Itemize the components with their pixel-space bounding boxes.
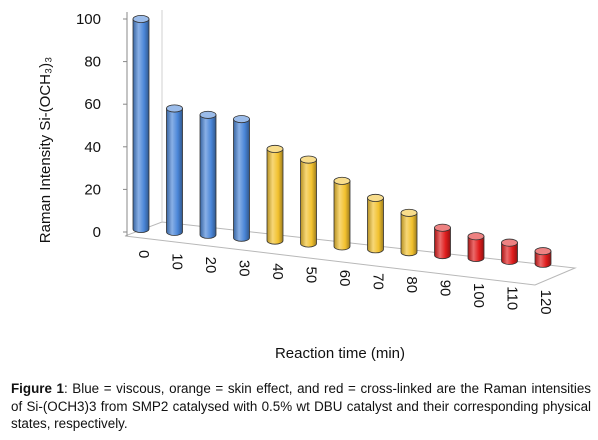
- bar-80: [400, 208, 418, 257]
- x-tick-label: 50: [303, 267, 320, 284]
- bar-body: [501, 242, 518, 265]
- bar-body: [434, 227, 451, 260]
- y-tick-label: 0: [93, 224, 101, 241]
- bar-top: [434, 223, 451, 232]
- bar-body: [199, 114, 217, 239]
- bar-50: [300, 155, 317, 248]
- raman-intensity-chart: 0 20 40 60 80 100 0 10 20 30 40 50 60 70 80 90 100 110 12…: [37, 10, 577, 362]
- bar-body: [534, 250, 552, 268]
- bar-top: [367, 193, 384, 202]
- y-tick-label: 20: [84, 181, 101, 198]
- bar-top: [400, 208, 418, 217]
- caption-label: Figure 1: [11, 381, 64, 396]
- bar-body: [233, 118, 250, 242]
- bar-top: [467, 232, 485, 241]
- bar-top: [166, 104, 183, 113]
- x-tick-label: 100: [470, 283, 487, 308]
- x-tick-label: 120: [537, 290, 554, 315]
- bar-30: [233, 115, 250, 242]
- bar-top: [333, 176, 351, 185]
- figure-caption: Figure 1: Blue = viscous, orange = skin …: [11, 380, 591, 433]
- bar-40: [266, 144, 284, 245]
- x-tick-label: 60: [336, 270, 353, 287]
- bar-body: [166, 108, 183, 236]
- bar-body: [400, 212, 418, 257]
- y-tick-label: 100: [76, 11, 101, 28]
- bar-top: [132, 14, 150, 23]
- x-tick-label: 80: [403, 276, 420, 293]
- x-axis-title: Reaction time (min): [275, 345, 405, 362]
- bar-body: [266, 148, 284, 245]
- y-axis: 0 20 40 60 80 100: [76, 11, 128, 241]
- x-tick-label: 90: [437, 280, 454, 297]
- bar-top: [534, 247, 552, 256]
- x-tick-label: 30: [236, 260, 253, 277]
- bar-body: [367, 197, 384, 254]
- bar-top: [199, 110, 217, 119]
- bar-60: [333, 176, 351, 251]
- x-tick-label: 20: [202, 257, 219, 274]
- y-tick-label: 40: [84, 139, 101, 156]
- bar-100: [467, 232, 485, 262]
- bar-10: [166, 104, 183, 236]
- x-tick-label: 0: [135, 250, 152, 258]
- x-tick-label: 10: [169, 253, 186, 270]
- y-axis-title: Raman Intensity Si-(OCH₃)₃: [37, 57, 54, 243]
- x-tick-label: 40: [269, 263, 286, 280]
- x-tick-label: 110: [504, 286, 521, 310]
- bar-top: [300, 155, 317, 164]
- bar-body: [300, 159, 317, 248]
- x-axis-ticks: 0 10 20 30 40 50 60 70 80 90 100 110 120: [135, 250, 554, 315]
- bar-top: [501, 238, 518, 247]
- y-tick-label: 60: [84, 96, 101, 113]
- bar-body: [467, 235, 485, 262]
- bar-0: [132, 14, 150, 233]
- bar-top: [266, 144, 284, 153]
- bar-top: [233, 115, 250, 124]
- bar-70: [367, 193, 384, 254]
- bar-120: [534, 247, 552, 268]
- bar-90: [434, 223, 451, 260]
- bars: [132, 14, 552, 268]
- caption-text: : Blue = viscous, orange = skin effect, …: [11, 381, 591, 431]
- bar-20: [199, 110, 217, 239]
- bar-body: [132, 18, 150, 233]
- x-tick-label: 70: [370, 273, 387, 290]
- y-tick-label: 80: [84, 54, 101, 71]
- bar-110: [501, 238, 518, 265]
- bar-body: [333, 180, 351, 251]
